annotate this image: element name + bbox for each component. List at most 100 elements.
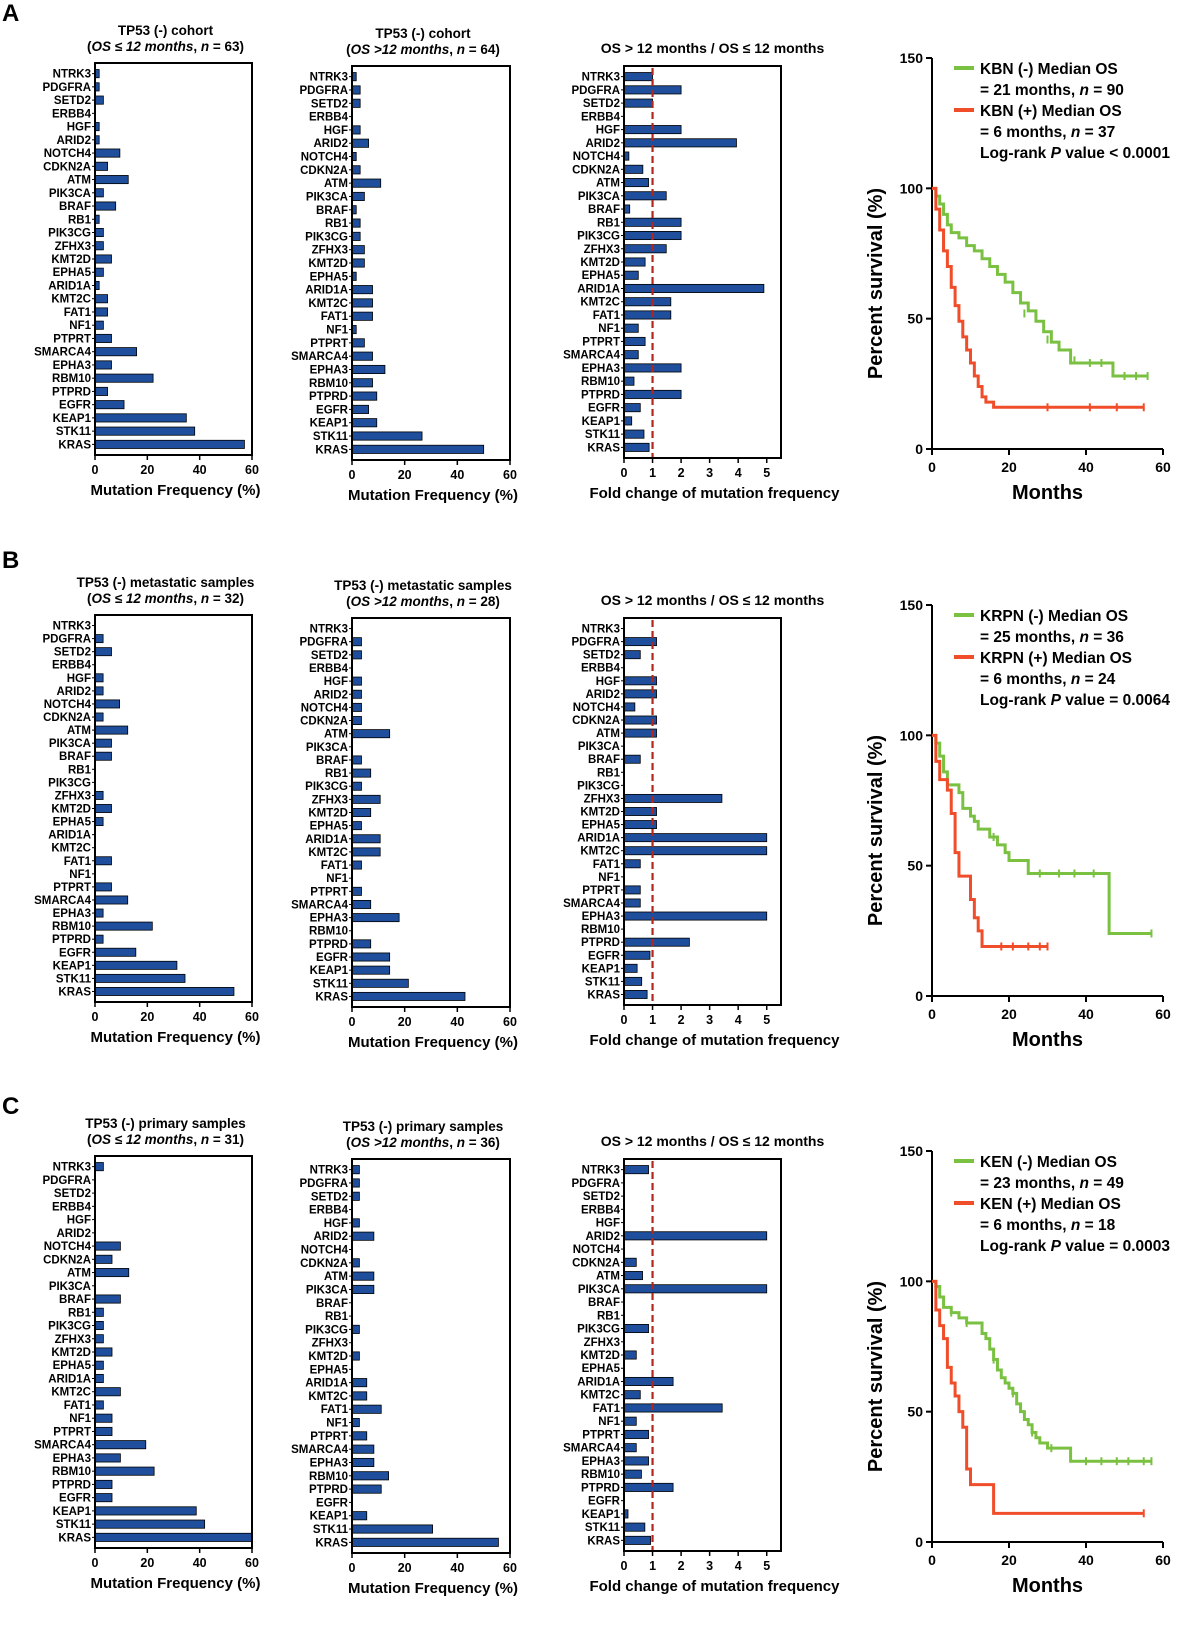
x-tick-label: 0 — [928, 459, 936, 475]
bar-keap1 — [623, 963, 638, 973]
gene-label: NTRK3 — [53, 69, 91, 81]
bar-smarca4 — [351, 899, 372, 909]
legend-stats-part: = 25 months, — [980, 629, 1080, 646]
x-tick-label: 5 — [763, 1559, 770, 1573]
gene-label: PTPRT — [53, 1426, 91, 1438]
bar-rb1 — [351, 218, 361, 228]
gene-label: NTRK3 — [310, 72, 348, 84]
chart-title: TP53 (-) primary samples — [85, 1116, 246, 1131]
bar-ptprd — [351, 1484, 382, 1494]
gene-label: EPHA5 — [582, 1363, 621, 1375]
bar-zfhx3 — [94, 790, 104, 800]
chart-subtitle: (OS ≤ 12 months, n = 63) — [87, 39, 244, 54]
gene-label: ZFHX3 — [312, 1338, 348, 1350]
gene-label: ZFHX3 — [584, 244, 620, 256]
gene-label: ARID2 — [313, 138, 348, 150]
bar-pik3cg — [351, 231, 361, 241]
bar-arid1a — [351, 1378, 368, 1388]
logrank-text: Log-rank P value = 0.0003 — [980, 1238, 1170, 1255]
x-tick-label: 2 — [678, 1559, 685, 1573]
bar-epha5 — [351, 821, 362, 831]
y-tick-label: 100 — [900, 1273, 924, 1289]
bar-setd2 — [94, 95, 104, 105]
chart-fold: OS > 12 months / OS ≤ 12 months NTRK3PDGF… — [563, 1133, 840, 1595]
title-part: ( — [87, 39, 92, 54]
title-part: , — [449, 594, 457, 609]
gene-label: RB1 — [597, 767, 621, 779]
bar-rbm10 — [94, 1466, 155, 1476]
bar-arid2 — [623, 138, 737, 148]
gene-label: BRAF — [316, 755, 348, 767]
axes-frame — [623, 65, 782, 459]
gene-label: PTPRD — [309, 391, 348, 403]
gene-label: HGF — [67, 122, 91, 134]
bar-ptprd — [623, 937, 690, 947]
title-part: ( — [87, 591, 92, 606]
gene-label: PTPRD — [309, 939, 348, 951]
gene-label: BRAF — [588, 1297, 620, 1309]
gene-label: KMT2D — [580, 807, 620, 819]
bar-fat1 — [351, 311, 373, 321]
bar-ntrk3 — [623, 1165, 649, 1175]
gene-label: EPHA3 — [310, 913, 348, 925]
bar-pdgfra — [351, 637, 362, 647]
gene-label: EPHA5 — [310, 821, 349, 833]
bar-pik3ca — [351, 191, 365, 201]
x-tick-label: 40 — [1078, 1006, 1094, 1022]
bar-setd2 — [623, 98, 653, 108]
gene-label: PIK3CG — [48, 228, 91, 240]
gene-label: CDKN2A — [300, 165, 348, 177]
bar-egfr — [94, 400, 125, 410]
axes-frame — [351, 1158, 511, 1554]
bar-notch4 — [94, 1241, 121, 1251]
bar-pik3ca — [94, 188, 104, 198]
gene-label: PIK3CA — [306, 191, 348, 203]
bar-epha3 — [623, 1456, 649, 1466]
legend-stats-part: = 36 — [1089, 629, 1124, 646]
gene-label: PIK3CG — [305, 231, 348, 243]
bar-stk11 — [94, 973, 186, 983]
bar-braf — [351, 755, 362, 765]
gene-label: STK11 — [313, 978, 349, 990]
gene-label: SMARCA4 — [34, 347, 91, 359]
legend-label: KEN (-) Median OS — [980, 1154, 1117, 1171]
gene-label: RB1 — [68, 214, 92, 226]
gene-label: EPHA3 — [582, 911, 620, 923]
title-part: = 64 — [465, 42, 496, 57]
bar-atm — [94, 725, 129, 735]
gene-label: FAT1 — [321, 311, 349, 323]
gene-label: KRAS — [58, 1532, 91, 1544]
bar-pdgfra — [351, 85, 361, 95]
x-tick-label: 0 — [928, 1006, 936, 1022]
x-tick-label: 0 — [92, 1556, 99, 1570]
bar-arid1a — [351, 285, 373, 295]
gene-label: ARID2 — [313, 689, 348, 701]
x-tick-label: 0 — [349, 1561, 356, 1575]
bar-keap1 — [94, 1506, 197, 1516]
bar-arid1a — [623, 283, 765, 293]
gene-label: PTPRD — [581, 1482, 620, 1494]
gene-label: RBM10 — [581, 376, 620, 388]
bar-kmt2c — [623, 1390, 641, 1400]
axes-frame — [351, 65, 511, 461]
bar-rbm10 — [351, 378, 373, 388]
title-part: ) — [240, 1132, 245, 1147]
title-part: = 32 — [209, 591, 239, 606]
bar-kmt2c — [351, 1391, 368, 1401]
bar-keap1 — [94, 413, 187, 423]
gene-label: NTRK3 — [310, 624, 348, 636]
bar-kras — [623, 990, 648, 999]
gene-label: KMT2D — [51, 254, 91, 266]
bar-smarca4 — [94, 895, 129, 905]
gene-label: STK11 — [313, 1524, 349, 1536]
gene-label: HGF — [324, 1218, 348, 1230]
bar-pik3cg — [351, 781, 362, 791]
bar-cdkn2a — [94, 712, 104, 722]
gene-label: NF1 — [326, 873, 348, 885]
gene-label: SMARCA4 — [563, 1443, 620, 1455]
legend-stats-part: n — [1080, 629, 1089, 646]
gene-label: STK11 — [585, 976, 621, 988]
gene-label: RBM10 — [52, 1466, 91, 1478]
bar-stk11 — [94, 1519, 206, 1529]
